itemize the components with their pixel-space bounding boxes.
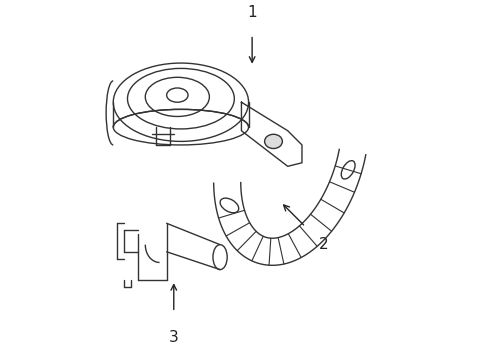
Text: 3: 3 bbox=[169, 330, 179, 345]
Ellipse shape bbox=[265, 134, 282, 149]
Text: 2: 2 bbox=[318, 237, 328, 252]
Text: 1: 1 bbox=[247, 5, 257, 20]
